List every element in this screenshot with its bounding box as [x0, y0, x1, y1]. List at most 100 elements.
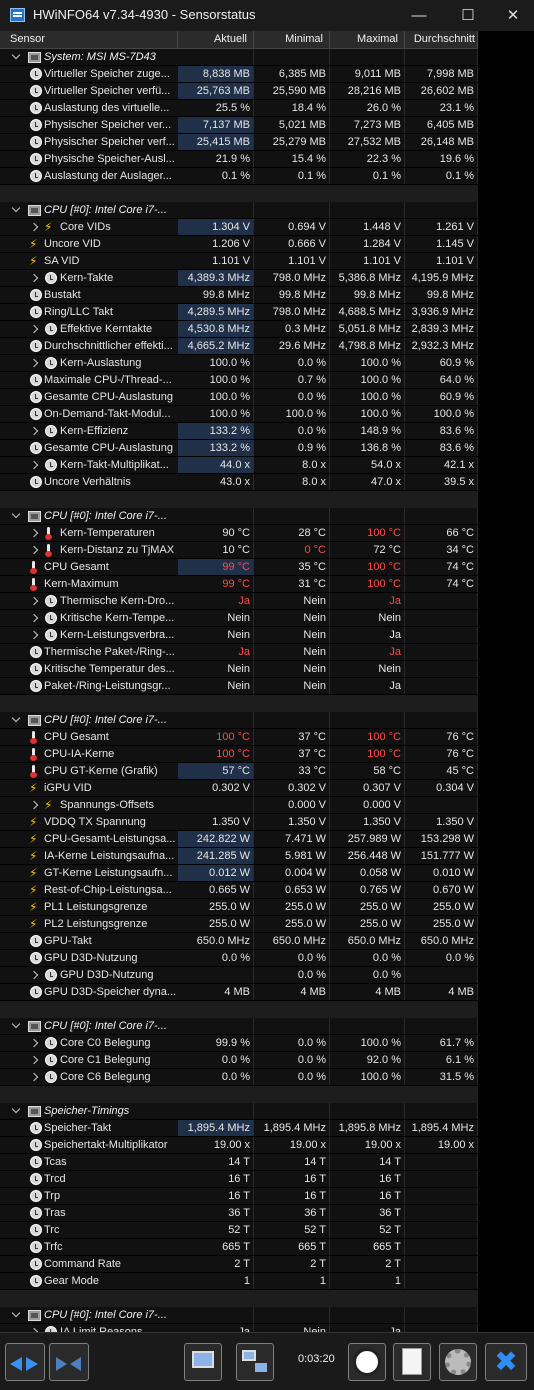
sensor-row[interactable]: Core VIDs 1.304 V0.694 V1.448 V1.261 V [0, 219, 534, 236]
sensor-row[interactable]: Kritische Kern-Tempe... Nein Nein Nein [0, 610, 534, 627]
sensor-row[interactable]: Physischer Speicher verf... 25,415 MB 25,2… [0, 134, 534, 151]
value-minimum: 0.302 V [254, 780, 330, 796]
sensor-row[interactable]: Gesamte CPU-Auslastung 100.0 % 0.0 % 100.0 … [0, 389, 534, 406]
clock-icon [45, 323, 57, 335]
sensor-row[interactable]: Auslastung der Auslager... 0.1 % 0.1 % 0.1 … [0, 168, 534, 185]
sensor-row[interactable]: Trp 16 T 16 T 16 T [0, 1188, 534, 1205]
sensor-table[interactable]: System: MSI MS-7D43 Virtueller Speicher z… [0, 49, 534, 1332]
nav-arrows-button[interactable] [5, 1343, 45, 1381]
sensor-row[interactable]: IA-Kerne Leistungsaufna...241.285 W5.981… [0, 848, 534, 865]
value-current: 1.101 V [178, 253, 254, 269]
sensor-row[interactable]: Ring/LLC Takt 4,289.5 MHz 798.0 MHz 4,688.5… [0, 304, 534, 321]
sensor-row[interactable]: Kritische Temperatur des... Nein Nein Nein [0, 661, 534, 678]
sensor-row[interactable]: GPU D3D-Nutzung 0.0 % 0.0 % [0, 967, 534, 984]
report-button[interactable] [393, 1343, 431, 1381]
sensor-row[interactable]: Thermische Paket-/Ring-... Ja Nein Ja [0, 644, 534, 661]
sensor-name: Auslastung der Auslager... [44, 170, 172, 182]
sensor-row[interactable]: CPU Gesamt 100 °C 37 °C 100 °C 76 °C [0, 729, 534, 746]
sensor-row[interactable]: CPU-Gesamt-Leistungsa...242.822 W7.471 W… [0, 831, 534, 848]
sensor-row[interactable]: Tcas 14 T 14 T 14 T [0, 1154, 534, 1171]
sensor-row[interactable]: Kern-Maximum 99 °C 31 °C 100 °C 74 °C [0, 576, 534, 593]
sensor-row[interactable]: GT-Kerne Leistungsaufn...0.012 W0.004 W0… [0, 865, 534, 882]
sensor-row[interactable]: Core C6 Belegung 0.0 % 0.0 % 100.0 % 31.5 % [0, 1069, 534, 1086]
sensor-row[interactable]: GPU-Takt 650.0 MHz 650.0 MHz 650.0 MHz 650.0… [0, 933, 534, 950]
sensor-group-row[interactable]: CPU [#0]: Intel Core i7-... [0, 712, 534, 729]
sensor-row[interactable]: Virtueller Speicher verfü... 25,763 MB 25,… [0, 83, 534, 100]
sensor-row[interactable]: Core C0 Belegung 99.9 % 0.0 % 100.0 % 61.7 % [0, 1035, 534, 1052]
sensor-row[interactable]: Physischer Speicher ver... 7,137 MB 5,021 … [0, 117, 534, 134]
sensor-row[interactable]: Tras 36 T 36 T 36 T [0, 1205, 534, 1222]
stopwatch-button[interactable] [348, 1343, 386, 1381]
sensor-row[interactable]: Core C1 Belegung 0.0 % 0.0 % 92.0 % 6.1 % [0, 1052, 534, 1069]
column-header-minimum[interactable]: Minimal [254, 31, 330, 48]
network-button[interactable] [236, 1343, 274, 1381]
sensor-row[interactable]: Speichertakt-Multiplikator 19.00 x 19.00 x… [0, 1137, 534, 1154]
sensor-group-row[interactable]: System: MSI MS-7D43 [0, 49, 534, 66]
sensor-row[interactable]: Spannungs-Offsets 0.000 V0.000 V [0, 797, 534, 814]
sensor-group-row[interactable]: Speicher-Timings [0, 1103, 534, 1120]
sensor-row[interactable]: Physische Speicher-Ausl... 21.9 % 15.4 % 22… [0, 151, 534, 168]
sensor-row[interactable]: Gear Mode 1 1 1 [0, 1273, 534, 1290]
column-header-maximum[interactable]: Maximal [330, 31, 405, 48]
sensor-group-row[interactable]: CPU [#0]: Intel Core i7-... [0, 1018, 534, 1035]
sensor-row[interactable]: Kern-Distanz zu TjMAX 10 °C 0 °C 72 °C 34 °C [0, 542, 534, 559]
sensor-row[interactable]: Uncore Verhältnis 43.0 x 8.0 x 47.0 x 39.5 x [0, 474, 534, 491]
value-minimum: 0.7 % [254, 372, 330, 388]
close-button[interactable]: ✕ [506, 7, 520, 24]
collapse-arrows-button[interactable] [49, 1343, 89, 1381]
sensor-row[interactable]: IA Limit Reasons Ja Nein Ja [0, 1324, 534, 1332]
sensor-row[interactable]: Virtueller Speicher zuge... 8,838 MB 6,385… [0, 66, 534, 83]
sensor-group-row[interactable]: CPU [#0]: Intel Core i7-... [0, 202, 534, 219]
sensor-row[interactable]: Uncore VID 1.206 V0.666 V1.284 V1.145 V [0, 236, 534, 253]
sensor-row[interactable]: Speicher-Takt 1,895.4 MHz 1,895.4 MHz 1,895… [0, 1120, 534, 1137]
sensor-row[interactable]: Trfc 665 T 665 T 665 T [0, 1239, 534, 1256]
column-header-average[interactable]: Durchschnitt [405, 31, 478, 48]
sensor-row[interactable]: Kern-Effizienz 133.2 % 0.0 % 148.9 % 83.6 % [0, 423, 534, 440]
sensor-row[interactable]: Trc 52 T 52 T 52 T [0, 1222, 534, 1239]
minimize-button[interactable]: — [411, 7, 427, 24]
sensor-row[interactable]: Kern-Temperaturen 90 °C 28 °C 100 °C 66 °C [0, 525, 534, 542]
sensor-row[interactable]: Kern-Auslastung 100.0 % 0.0 % 100.0 % 60.9 % [0, 355, 534, 372]
sensor-row[interactable]: Auslastung des virtuelle... 25.5 % 18.4 % 2… [0, 100, 534, 117]
settings-button[interactable] [439, 1343, 477, 1381]
value-minimum: 0.9 % [254, 440, 330, 456]
maximize-button[interactable]: ☐ [461, 7, 475, 24]
sensor-row[interactable]: GPU D3D-Speicher dyna... 4 MB 4 MB 4 MB 4 MB [0, 984, 534, 1001]
elapsed-time: 0:03:20 [298, 1353, 335, 1365]
value-minimum: 5,021 MB [254, 117, 330, 133]
sensor-row[interactable]: On-Demand-Takt-Modul... 100.0 % 100.0 % 100… [0, 406, 534, 423]
sensor-group-row[interactable]: CPU [#0]: Intel Core i7-... [0, 1307, 534, 1324]
column-header-sensor[interactable]: Sensor [0, 31, 178, 48]
value-minimum: 0.653 W [254, 882, 330, 898]
value-minimum: 31 °C [254, 576, 330, 592]
sensor-row[interactable]: GPU D3D-Nutzung 0.0 % 0.0 % 0.0 % 0.0 % [0, 950, 534, 967]
close-sensors-button[interactable]: ✖ [485, 1343, 527, 1381]
sensor-row[interactable]: Effektive Kerntakte 4,530.8 MHz 0.3 MHz 5,0… [0, 321, 534, 338]
sensor-row[interactable]: Durchschnittlicher effekti... 4,665.2 MHz… [0, 338, 534, 355]
sensor-row[interactable]: Bustakt 99.8 MHz 99.8 MHz 99.8 MHz 99.8 MHz [0, 287, 534, 304]
sensor-group-row[interactable]: CPU [#0]: Intel Core i7-... [0, 508, 534, 525]
sensor-row[interactable]: CPU-IA-Kerne 100 °C 37 °C 100 °C 76 °C [0, 746, 534, 763]
sensor-row[interactable]: Kern-Takte 4,389.3 MHz 798.0 MHz 5,386.8 MH… [0, 270, 534, 287]
sensor-row[interactable]: CPU GT-Kerne (Grafik) 57 °C 33 °C 58 °C 45 °… [0, 763, 534, 780]
value-current: 0.012 W [178, 865, 254, 881]
sensor-row[interactable]: CPU Gesamt 99 °C 35 °C 100 °C 74 °C [0, 559, 534, 576]
clock-icon [45, 459, 57, 471]
sensor-row[interactable]: Gesamte CPU-Auslastung 133.2 % 0.9 % 136.8 … [0, 440, 534, 457]
value-minimum: 0.004 W [254, 865, 330, 881]
sensor-row[interactable]: Rest-of-Chip-Leistungsa... 0.665 W0.653 W… [0, 882, 534, 899]
column-header-current[interactable]: Aktuell [178, 31, 254, 48]
sensor-row[interactable]: Trcd 16 T 16 T 16 T [0, 1171, 534, 1188]
sensor-row[interactable]: Paket-/Ring-Leistungsgr... Nein Nein Ja [0, 678, 534, 695]
sensor-row[interactable]: Kern-Leistungsverbra... Nein Nein Ja [0, 627, 534, 644]
sensor-row[interactable]: Maximale CPU-/Thread-... 100.0 % 0.7 % 100.… [0, 372, 534, 389]
sensor-row[interactable]: Kern-Takt-Multiplikat... 44.0 x 8.0 x 54.0 … [0, 457, 534, 474]
monitor-button[interactable] [184, 1343, 222, 1381]
sensor-row[interactable]: Thermische Kern-Dro... Ja Nein Ja [0, 593, 534, 610]
